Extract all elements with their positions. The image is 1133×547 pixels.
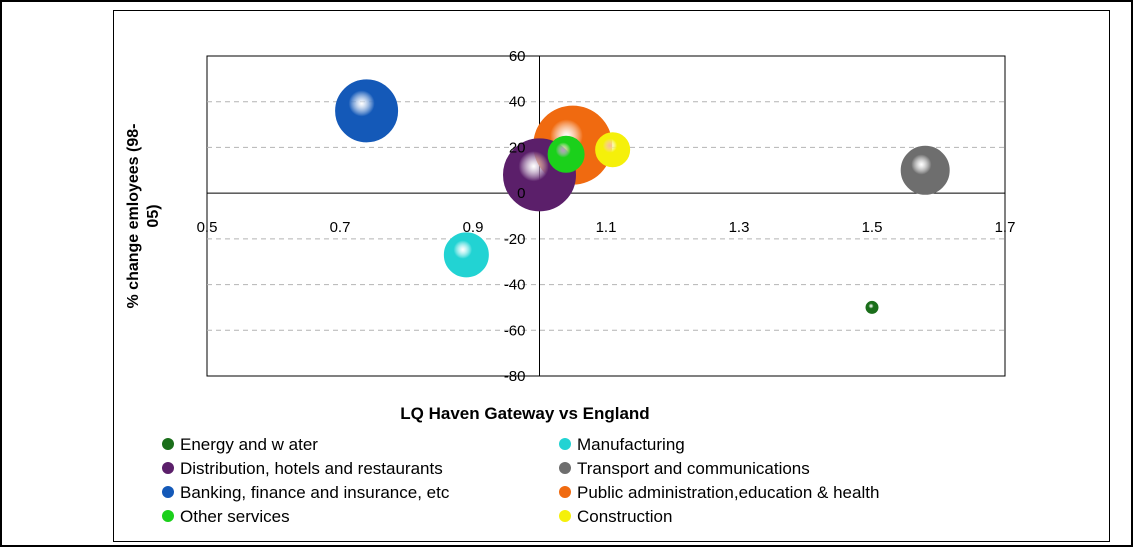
legend-marker [559, 462, 571, 474]
y-tick-label: 40 [509, 94, 526, 111]
x-tick-label: 0.5 [197, 219, 218, 236]
legend-label: Banking, finance and insurance, etc [180, 483, 450, 502]
bubble-6 [547, 135, 585, 173]
legend-marker [162, 462, 174, 474]
legend-marker [559, 486, 571, 498]
y-axis-label-line: % change emloyees (98- [125, 124, 142, 309]
y-tick-label: 0 [517, 185, 525, 202]
y-tick-label: 20 [509, 139, 526, 156]
bubble-chart: 0.5 0.7 0.9 1.1 1.3 1.5 1.7 60 40 20 0 -20 -40 -60 -80… [125, 48, 1016, 526]
legend-marker [162, 438, 174, 450]
legend-label: Manufacturing [577, 435, 685, 454]
y-axis-label: % change emloyees (98- 05) [125, 124, 162, 309]
y-tick-label: 60 [509, 48, 526, 65]
legend-marker [559, 510, 571, 522]
chart-area: 0.5 0.7 0.9 1.1 1.3 1.5 1.7 60 40 20 0 -20 -40 -60 -80… [113, 10, 1110, 542]
legend-label: Other services [180, 507, 290, 526]
x-tick-label: 1.3 [729, 219, 750, 236]
legend-marker [162, 510, 174, 522]
x-tick-label: 0.7 [330, 219, 351, 236]
y-tick-label: -40 [504, 277, 526, 294]
x-tick-label: 1.5 [862, 219, 883, 236]
bubble-3 [900, 145, 950, 195]
bubble-7 [595, 132, 631, 168]
plot-area [206, 55, 1006, 377]
y-axis-label-line: 05) [145, 204, 162, 227]
legend-label: Energy and w ater [180, 435, 318, 454]
y-tick-label: -60 [504, 322, 526, 339]
legend-label: Distribution, hotels and restaurants [180, 459, 443, 478]
y-tick-label: -20 [504, 231, 526, 248]
legend-label: Construction [577, 507, 672, 526]
legend-label: Transport and communications [577, 459, 810, 478]
x-axis-label: LQ Haven Gateway vs England [400, 404, 649, 423]
bubble-1 [443, 232, 489, 278]
bubble-4 [335, 79, 399, 143]
bubble-0 [865, 300, 879, 314]
y-tick-label: -80 [504, 368, 526, 385]
legend-marker [559, 438, 571, 450]
x-tick-label: 1.1 [596, 219, 617, 236]
x-tick-label: 0.9 [463, 219, 484, 236]
legend-label: Public administration,education & health [577, 483, 879, 502]
x-tick-label: 1.7 [995, 219, 1016, 236]
legend-marker [162, 486, 174, 498]
